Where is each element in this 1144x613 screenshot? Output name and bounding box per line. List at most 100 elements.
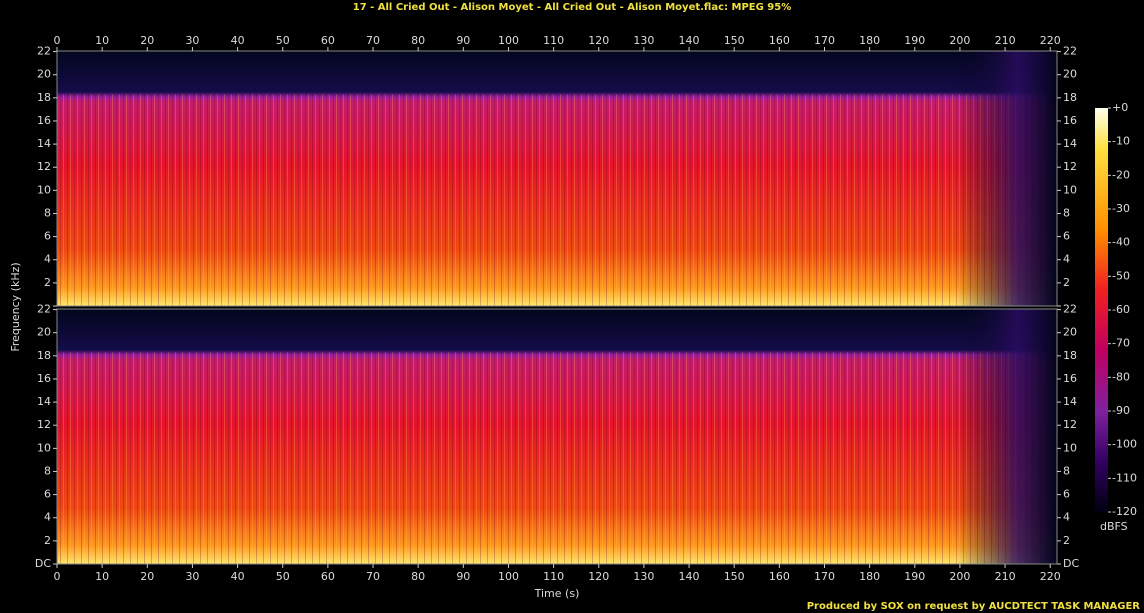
y-tick-label: 18 — [1063, 91, 1077, 104]
x-tick-label: 110 — [543, 570, 564, 583]
x-tick-label: 0 — [54, 34, 61, 47]
x-tick-label: 90 — [456, 570, 470, 583]
x-tick-label: 100 — [498, 570, 519, 583]
x-tick-label: 10 — [95, 34, 109, 47]
colorbar — [1095, 108, 1108, 512]
colorbar-tick-label: -50 — [1112, 269, 1130, 282]
y-tick-label: 14 — [37, 395, 51, 408]
x-tick-label: 100 — [498, 34, 519, 47]
x-tick-label: 160 — [769, 570, 790, 583]
x-tick-label: 110 — [543, 34, 564, 47]
x-tick-label: 30 — [185, 570, 199, 583]
y-tick-label: 2 — [1063, 276, 1070, 289]
y-tick-label: 6 — [44, 488, 51, 501]
x-tick-label: 60 — [321, 34, 335, 47]
x-tick-label: 170 — [814, 34, 835, 47]
x-tick-label: 150 — [724, 570, 745, 583]
y-tick-label: 18 — [37, 349, 51, 362]
x-tick-label: 20 — [140, 570, 154, 583]
y-tick-label: DC — [35, 557, 51, 570]
y-tick-label: 10 — [1063, 183, 1077, 196]
y-tick-label: 14 — [37, 137, 51, 150]
y-axis-label: Frequency (kHz) — [9, 262, 22, 351]
colorbar-tick-label: +0 — [1112, 101, 1128, 114]
x-tick-label: 30 — [185, 34, 199, 47]
y-tick-label: 14 — [1063, 395, 1077, 408]
y-tick-label: 6 — [1063, 230, 1070, 243]
chart-title: 17 - All Cried Out - Alison Moyet - All … — [353, 2, 792, 13]
y-tick-label: 20 — [1063, 326, 1077, 339]
y-tick-label: 6 — [44, 230, 51, 243]
y-tick-label: 6 — [1063, 488, 1070, 501]
x-tick-label: 200 — [949, 570, 970, 583]
y-tick-label: 22 — [1063, 45, 1077, 58]
colorbar-tick-label: -90 — [1112, 404, 1130, 417]
y-tick-label: 22 — [1063, 303, 1077, 316]
x-tick-label: 50 — [276, 570, 290, 583]
x-tick-label: 40 — [231, 34, 245, 47]
y-tick-label: 10 — [37, 183, 51, 196]
colorbar-tick-label: -80 — [1112, 370, 1130, 383]
y-tick-label: 16 — [1063, 114, 1077, 127]
x-tick-label: 80 — [411, 34, 425, 47]
x-tick-label: 50 — [276, 34, 290, 47]
x-tick-label: 120 — [588, 34, 609, 47]
colorbar-tick-label: -60 — [1112, 303, 1130, 316]
y-tick-label: 12 — [1063, 160, 1077, 173]
y-tick-label: 4 — [1063, 511, 1070, 524]
x-tick-label: 60 — [321, 570, 335, 583]
spectrogram-fade — [57, 51, 1057, 306]
x-tick-label: 10 — [95, 570, 109, 583]
x-tick-label: 0 — [54, 570, 61, 583]
x-tick-label: 40 — [231, 570, 245, 583]
x-tick-label: 150 — [724, 34, 745, 47]
y-tick-label: 4 — [44, 253, 51, 266]
colorbar-tick-label: -30 — [1112, 202, 1130, 215]
x-tick-label: 180 — [859, 570, 880, 583]
x-tick-label: 120 — [588, 570, 609, 583]
x-tick-label: 210 — [995, 570, 1016, 583]
y-tick-label: DC — [1063, 557, 1079, 570]
x-tick-label: 140 — [679, 34, 700, 47]
y-tick-label: 8 — [1063, 206, 1070, 219]
y-tick-label: 10 — [37, 441, 51, 454]
x-tick-label: 70 — [366, 570, 380, 583]
y-tick-label: 2 — [1063, 534, 1070, 547]
y-tick-label: 12 — [37, 160, 51, 173]
x-tick-label: 20 — [140, 34, 154, 47]
y-tick-label: 20 — [37, 68, 51, 81]
y-tick-label: 4 — [44, 511, 51, 524]
colorbar-tick-label: -10 — [1112, 135, 1130, 148]
y-tick-label: 22 — [37, 303, 51, 316]
y-tick-label: 16 — [37, 372, 51, 385]
y-tick-label: 8 — [44, 206, 51, 219]
x-tick-label: 210 — [995, 34, 1016, 47]
x-tick-label: 130 — [633, 34, 654, 47]
x-tick-label: 90 — [456, 34, 470, 47]
colorbar-tick-label: -40 — [1112, 236, 1130, 249]
y-tick-label: 16 — [37, 114, 51, 127]
y-tick-label: 4 — [1063, 253, 1070, 266]
footer: Produced by SOX on request by AUCDTECT T… — [807, 601, 1141, 612]
colorbar-tick-label: -110 — [1112, 471, 1137, 484]
spectrogram-fade — [57, 309, 1057, 564]
y-tick-label: 18 — [37, 91, 51, 104]
y-tick-label: 2 — [44, 276, 51, 289]
x-tick-label: 80 — [411, 570, 425, 583]
y-tick-label: 10 — [1063, 441, 1077, 454]
x-tick-label: 220 — [1040, 570, 1061, 583]
x-tick-label: 140 — [679, 570, 700, 583]
y-tick-label: 2 — [44, 534, 51, 547]
y-tick-label: 16 — [1063, 372, 1077, 385]
x-tick-label: 130 — [633, 570, 654, 583]
y-tick-label: 20 — [1063, 68, 1077, 81]
plot-frame — [56, 308, 1058, 565]
x-tick-label: 220 — [1040, 34, 1061, 47]
x-tick-label: 70 — [366, 34, 380, 47]
x-tick-label: 200 — [949, 34, 970, 47]
y-tick-label: 20 — [37, 326, 51, 339]
y-tick-label: 12 — [37, 418, 51, 431]
colorbar-tick-label: -100 — [1112, 438, 1137, 451]
colorbar-tick-label: -20 — [1112, 168, 1130, 181]
